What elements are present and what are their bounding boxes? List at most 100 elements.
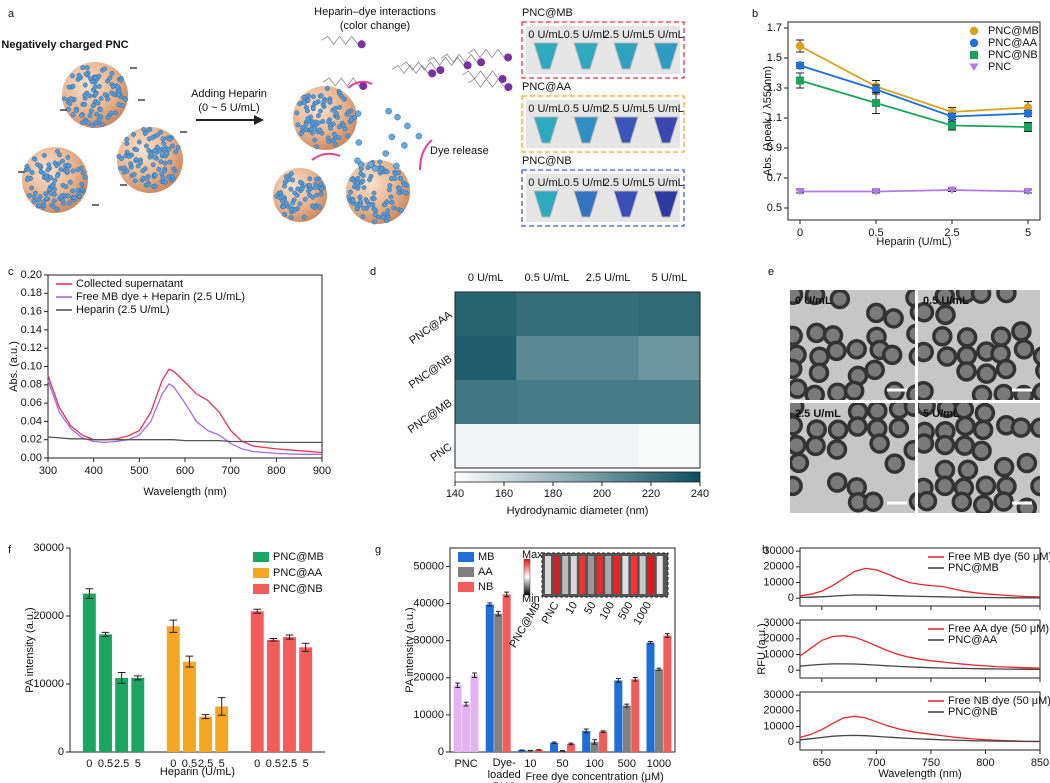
particle bbox=[847, 416, 868, 437]
bar bbox=[462, 704, 471, 752]
row-label: PNC@NB bbox=[407, 353, 455, 391]
tube-label: 0.5 U/mL bbox=[564, 103, 609, 115]
legend-swatch bbox=[458, 567, 474, 577]
dye-dot bbox=[60, 197, 65, 203]
bar bbox=[485, 604, 494, 752]
error-bar bbox=[201, 714, 210, 720]
particle bbox=[1032, 346, 1040, 366]
inset-stripe bbox=[562, 556, 569, 594]
inset-scale bbox=[523, 558, 531, 596]
y-tick-label: 0.10 bbox=[21, 360, 42, 372]
bar bbox=[131, 677, 145, 752]
inset-label: 50 bbox=[582, 600, 599, 617]
arrow-range: (0 ~ 5 U/mL) bbox=[198, 102, 259, 114]
inset-stripe bbox=[622, 556, 629, 594]
error-bar bbox=[551, 741, 557, 744]
dye-dot bbox=[51, 191, 57, 197]
x-tick-label: 2.5 bbox=[114, 758, 129, 770]
colorbar bbox=[454, 471, 701, 483]
dye-dot bbox=[132, 178, 138, 184]
inset-label: PNC bbox=[540, 600, 562, 626]
dye-dot bbox=[314, 144, 320, 150]
dye-dot bbox=[112, 110, 118, 116]
tube-group-label: PNC@NB bbox=[522, 155, 572, 167]
error-bar bbox=[592, 739, 598, 745]
dye-dot bbox=[43, 191, 49, 197]
tube bbox=[653, 116, 679, 144]
marker bbox=[1024, 123, 1032, 131]
legend-label: Free MB dye + Heparin (2.5 U/mL) bbox=[76, 291, 245, 303]
dye-dot bbox=[146, 127, 151, 133]
y-tick-label: 0.18 bbox=[21, 287, 42, 299]
tem-label: 5 U/mL bbox=[923, 408, 960, 420]
particle bbox=[971, 384, 993, 400]
error-bar bbox=[185, 655, 194, 668]
heat-cell bbox=[577, 292, 640, 337]
dye-dot bbox=[83, 71, 89, 77]
error-bar bbox=[568, 742, 574, 746]
dye-dot bbox=[47, 187, 53, 193]
dye-dot bbox=[175, 145, 181, 151]
particle bbox=[972, 494, 994, 513]
particle bbox=[884, 381, 905, 400]
line bbox=[799, 79, 1029, 128]
line bbox=[799, 45, 1029, 113]
particle bbox=[932, 325, 953, 347]
particle bbox=[957, 459, 979, 481]
free-dye bbox=[355, 139, 363, 146]
legend-label: PNC bbox=[988, 61, 1011, 73]
dye-dot bbox=[389, 199, 395, 205]
dye-dot bbox=[63, 184, 69, 190]
dye-dot bbox=[71, 194, 77, 200]
bar bbox=[494, 613, 503, 752]
error-bar bbox=[656, 667, 662, 671]
dye-dot bbox=[80, 65, 86, 71]
particle bbox=[993, 491, 1014, 512]
y-tick-label: 1.1 bbox=[767, 112, 782, 124]
dye-dot bbox=[124, 136, 130, 142]
heparin-chain bbox=[467, 48, 505, 59]
particle bbox=[956, 361, 977, 382]
bar bbox=[182, 661, 196, 752]
bar bbox=[250, 611, 264, 752]
legend-swatch bbox=[253, 568, 269, 578]
y-tick-label: 20000 bbox=[33, 610, 64, 622]
x-axis-label: Heparin (U/mL) bbox=[160, 766, 235, 778]
x-axis-label: Wavelength (nm) bbox=[878, 768, 961, 780]
y-tick-label: 0.06 bbox=[21, 397, 42, 409]
plot-frame bbox=[799, 619, 1041, 679]
particle bbox=[906, 323, 915, 345]
dye-dot bbox=[32, 190, 38, 196]
bar bbox=[614, 680, 623, 752]
particle bbox=[990, 326, 1012, 347]
tem-particles bbox=[790, 290, 915, 400]
row-label: PNC@MB bbox=[406, 397, 455, 436]
colorbar-tick-label: 240 bbox=[691, 488, 709, 500]
x-tick-label: 2.5 bbox=[198, 758, 213, 770]
y-tick-label: 0.12 bbox=[21, 342, 42, 354]
heat-cell bbox=[638, 336, 701, 381]
particle bbox=[827, 382, 848, 400]
dye-dot bbox=[388, 194, 394, 200]
dye-dot bbox=[282, 183, 287, 189]
panel-label: e bbox=[768, 266, 774, 278]
dye-dot bbox=[76, 72, 82, 78]
legend-label: PNC@NB bbox=[273, 583, 323, 595]
free-dye bbox=[371, 165, 379, 172]
y-tick-label: 20000 bbox=[763, 633, 794, 645]
dye-dot bbox=[384, 169, 390, 175]
dye-dot bbox=[94, 111, 100, 117]
free-dye bbox=[404, 122, 411, 130]
tem-particles bbox=[790, 403, 915, 513]
dye-dot bbox=[278, 190, 284, 195]
particle bbox=[909, 303, 915, 322]
inset-label: 10 bbox=[564, 600, 581, 617]
dye-dot bbox=[164, 150, 170, 156]
error-bar bbox=[583, 728, 589, 734]
line bbox=[799, 64, 1029, 118]
dye-dot bbox=[118, 77, 124, 83]
dye-dot bbox=[295, 122, 301, 128]
dye-dot bbox=[65, 106, 71, 112]
dye-dot bbox=[93, 91, 98, 97]
